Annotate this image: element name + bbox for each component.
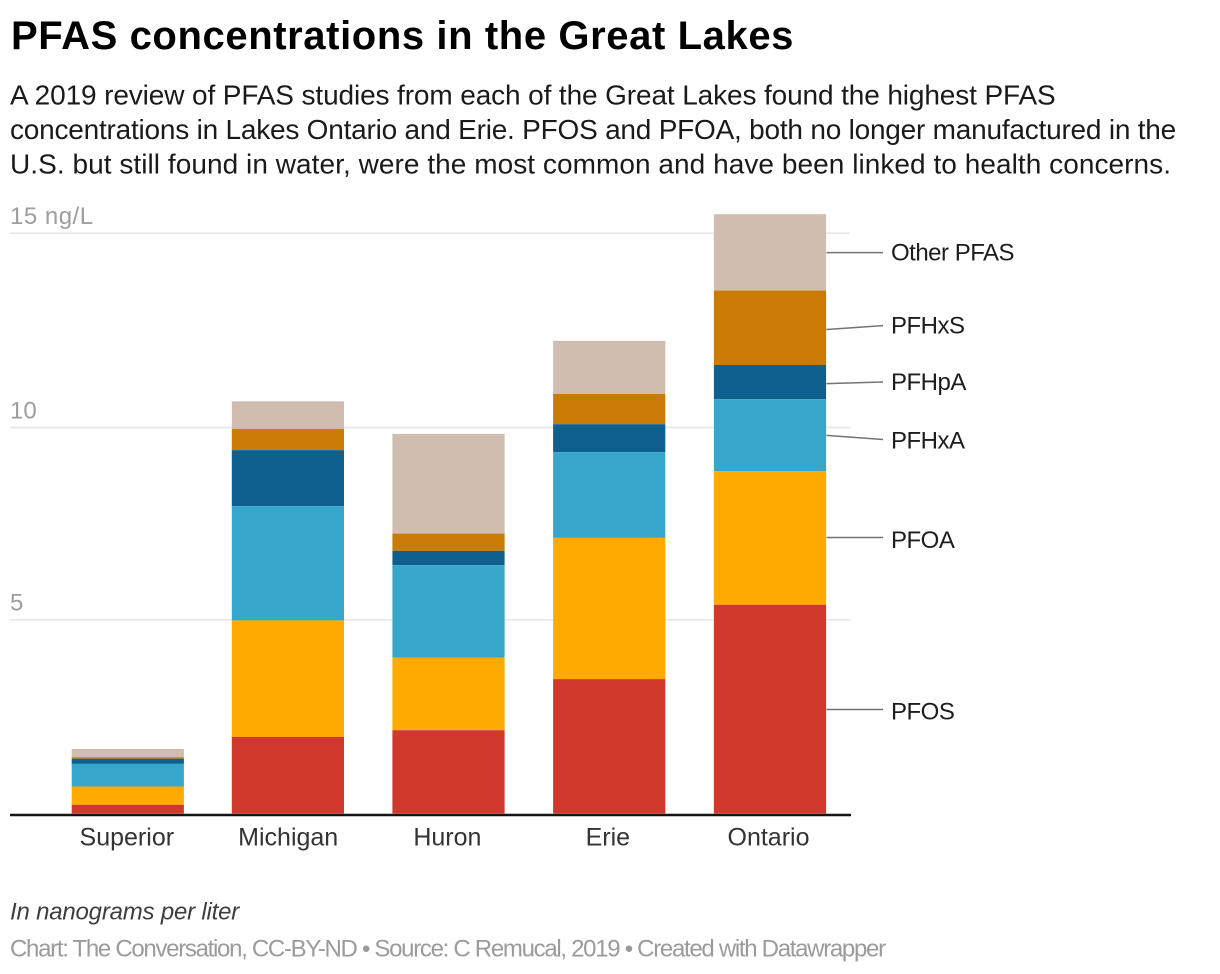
svg-text:concentrations in Lakes Ontari: concentrations in Lakes Ontario and Erie… — [10, 114, 1176, 145]
svg-text:Ontario: Ontario — [728, 824, 810, 852]
svg-text:Superior: Superior — [80, 824, 175, 852]
svg-text:PFHxA: PFHxA — [891, 428, 965, 455]
svg-text:In nanograms per liter: In nanograms per liter — [10, 899, 240, 926]
svg-text:PFHxS: PFHxS — [891, 312, 965, 339]
svg-text:10: 10 — [10, 397, 37, 424]
svg-text:15 ng/L: 15 ng/L — [10, 203, 94, 230]
svg-text:Huron: Huron — [413, 824, 481, 852]
svg-text:PFOS: PFOS — [891, 698, 954, 725]
svg-text:PFAS concentrations in the Gre: PFAS concentrations in the Great Lakes — [11, 14, 794, 58]
svg-text:PFHpA: PFHpA — [891, 369, 966, 396]
svg-text:PFOA: PFOA — [891, 527, 955, 554]
svg-text:Michigan: Michigan — [238, 824, 338, 852]
svg-text:5: 5 — [10, 589, 23, 616]
svg-text:U.S. but still found in water,: U.S. but still found in water, were the … — [10, 148, 1171, 179]
svg-text:Chart: The Conversation, CC-BY: Chart: The Conversation, CC-BY-ND • Sour… — [10, 936, 886, 963]
svg-text:Other PFAS: Other PFAS — [891, 240, 1014, 267]
svg-text:A 2019 review of PFAS studies: A 2019 review of PFAS studies from each … — [10, 80, 1056, 111]
svg-text:Erie: Erie — [586, 824, 630, 852]
